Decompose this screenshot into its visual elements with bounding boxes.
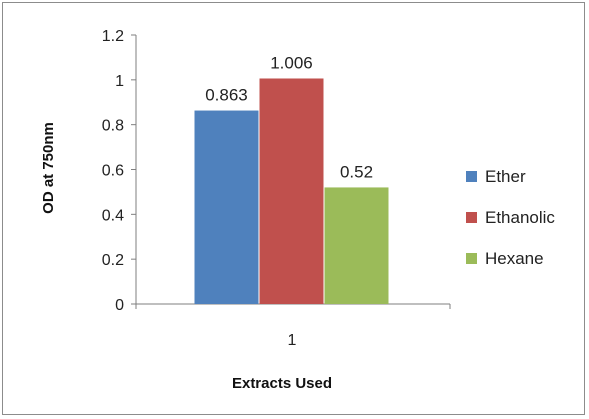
legend-label-ethanolic: Ethanolic [485, 208, 555, 227]
data-label-ether: 0.863 [205, 86, 248, 105]
y-tick-label: 0.4 [102, 207, 124, 224]
data-labels: 0.863 1.006 0.52 [205, 53, 373, 181]
bar-ether [194, 110, 259, 305]
legend-swatch-hexane [466, 253, 477, 264]
legend: Ether Ethanolic Hexane [466, 167, 555, 268]
y-axis-ticks: 0 0.2 0.4 0.6 0.8 1 1.2 [102, 28, 136, 314]
y-axis-title: OD at 750nm [40, 122, 57, 214]
bars [194, 78, 389, 305]
legend-swatch-ethanolic [466, 212, 477, 223]
y-tick-label: 0 [115, 297, 124, 314]
x-axis-categories: 1 [135, 304, 451, 349]
y-tick-label: 1.2 [102, 28, 124, 45]
data-label-ethanolic: 1.006 [270, 53, 313, 72]
y-tick-label: 0.6 [102, 163, 124, 180]
bar-hexane [324, 187, 389, 304]
legend-label-ether: Ether [485, 167, 526, 186]
legend-label-hexane: Hexane [485, 249, 544, 268]
y-tick-label: 1 [115, 73, 124, 90]
bar-ethanolic [259, 78, 324, 304]
x-category-label: 1 [288, 332, 297, 349]
x-axis-title: Extracts Used [232, 375, 332, 392]
legend-swatch-ether [466, 171, 477, 182]
y-tick-label: 0.2 [102, 252, 124, 269]
y-tick-label: 0.8 [102, 118, 124, 135]
data-label-hexane: 0.52 [340, 162, 373, 181]
